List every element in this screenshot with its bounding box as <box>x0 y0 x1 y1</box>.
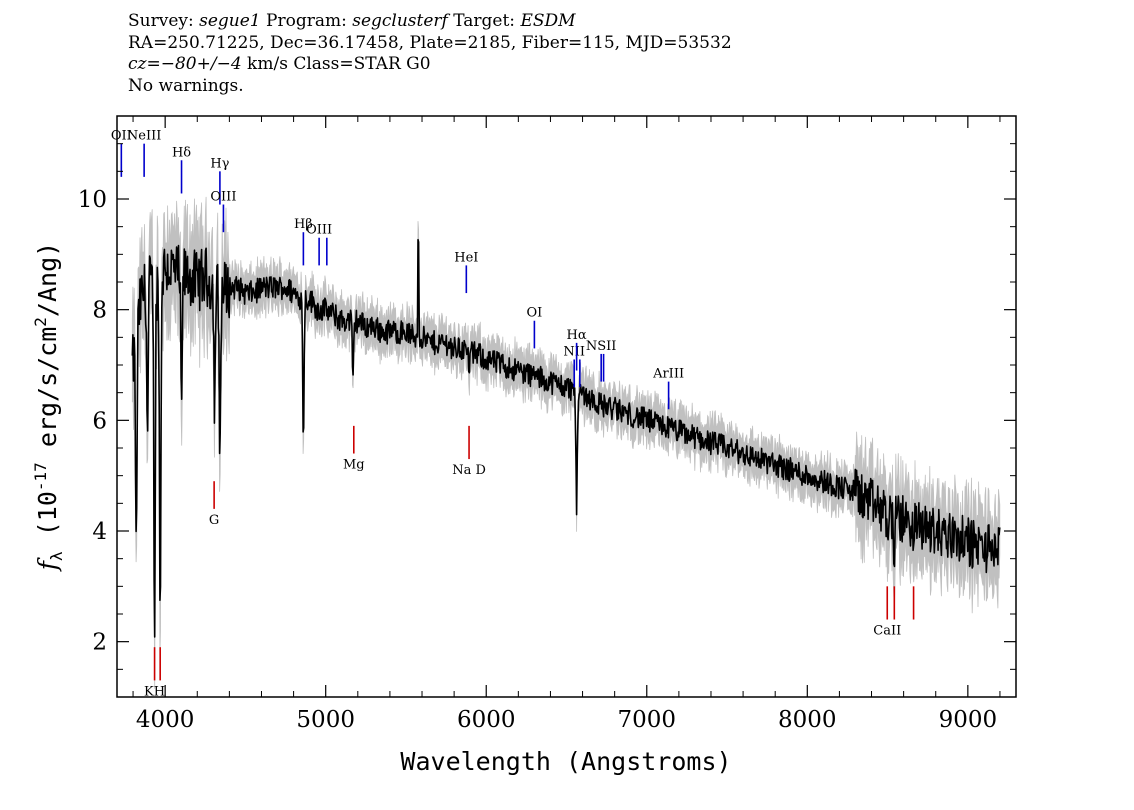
plot-frame <box>116 115 1017 698</box>
svg-text:fλ (10-17 erg/s/cm2/Ang): fλ (10-17 erg/s/cm2/Ang) <box>31 242 66 572</box>
program-label: Program: <box>266 11 347 31</box>
y-tick-label: 4 <box>92 519 107 545</box>
spectrum-header: Survey: segue1 Program: segclusterf Targ… <box>128 11 732 97</box>
absorption-line-label: Na D <box>452 463 486 478</box>
noise-band <box>131 196 1001 689</box>
emission-line-label: Hδ <box>172 145 191 160</box>
x-tick-label: 4000 <box>136 707 195 733</box>
emission-line-label: NII <box>563 344 585 359</box>
emission-line-label: Hα <box>567 328 587 343</box>
noise-band-path <box>131 196 1001 689</box>
emission-line-label: NeIII <box>127 129 161 144</box>
target-value: ESDM <box>520 11 576 31</box>
axis-tick-labels: 4000 5000 6000 7000 8000 9000 2 4 6 8 10 <box>78 187 997 733</box>
y-axis-title: fλ (10-17 erg/s/cm2/Ang) <box>31 242 66 572</box>
y-tick-label: 6 <box>92 408 107 434</box>
y-tick-label: 10 <box>78 187 107 213</box>
y-axis-text: erg/s/cm <box>33 327 62 462</box>
program-value: segclusterf <box>352 11 448 31</box>
y-axis-superscript: -17 <box>31 462 50 491</box>
survey-label: Survey: <box>128 11 194 31</box>
emission-line-label: HeI <box>454 250 478 265</box>
emission-line-label: ArIII <box>652 367 684 382</box>
flux-series <box>131 238 1001 638</box>
x-tick-label: 7000 <box>617 707 676 733</box>
y-axis-text: (10 <box>33 491 62 551</box>
absorption-line-label: KH <box>144 684 165 699</box>
line-markers: OIINeIIIHδHγOIIIHβOIIIHeIOINIIHαNSIIArII… <box>111 129 915 699</box>
emission-line-label: Hβ <box>294 217 313 232</box>
cz-rest: km/s Class=STAR G0 <box>241 54 431 74</box>
header-line-3: cz=−80+/−4 km/s Class=STAR G0 <box>128 54 732 76</box>
emission-line-label: OIII <box>210 190 236 205</box>
cz-label: cz= <box>128 54 161 74</box>
x-tick-label: 9000 <box>939 707 998 733</box>
emission-line-label: OI <box>526 306 542 321</box>
x-tick-label: 5000 <box>296 707 355 733</box>
survey-value: segue1 <box>199 11 261 31</box>
y-tick-label: 8 <box>92 298 107 324</box>
y-axis-text: /Ang) <box>33 242 62 317</box>
emission-line-label: NSII <box>586 339 617 354</box>
absorption-line-label: CaII <box>873 624 901 639</box>
header-line-1: Survey: segue1 Program: segclusterf Targ… <box>128 11 732 33</box>
x-tick-label: 6000 <box>457 707 516 733</box>
emission-line-label: OIII <box>306 223 332 238</box>
y-axis-text: f <box>33 557 62 572</box>
flux-line <box>131 238 1001 638</box>
axis-ticks <box>117 115 1016 697</box>
header-line-4: No warnings. <box>128 75 244 96</box>
target-label: Target: <box>453 11 516 31</box>
y-axis-superscript: 2 <box>31 317 50 327</box>
x-tick-label: 8000 <box>778 707 837 733</box>
emission-line-label: OII <box>111 129 132 144</box>
header-line-2: RA=250.71225, Dec=36.17458, Plate=2185, … <box>128 32 732 53</box>
y-tick-label: 2 <box>92 630 107 656</box>
cz-value: −80+/−4 <box>160 54 242 74</box>
emission-line-label: Hγ <box>210 156 229 171</box>
y-axis-subscript: λ <box>47 551 66 561</box>
x-axis-title: Wavelength (Angstroms) <box>400 747 731 776</box>
absorption-line-label: G <box>209 513 219 528</box>
absorption-line-label: Mg <box>343 458 365 473</box>
